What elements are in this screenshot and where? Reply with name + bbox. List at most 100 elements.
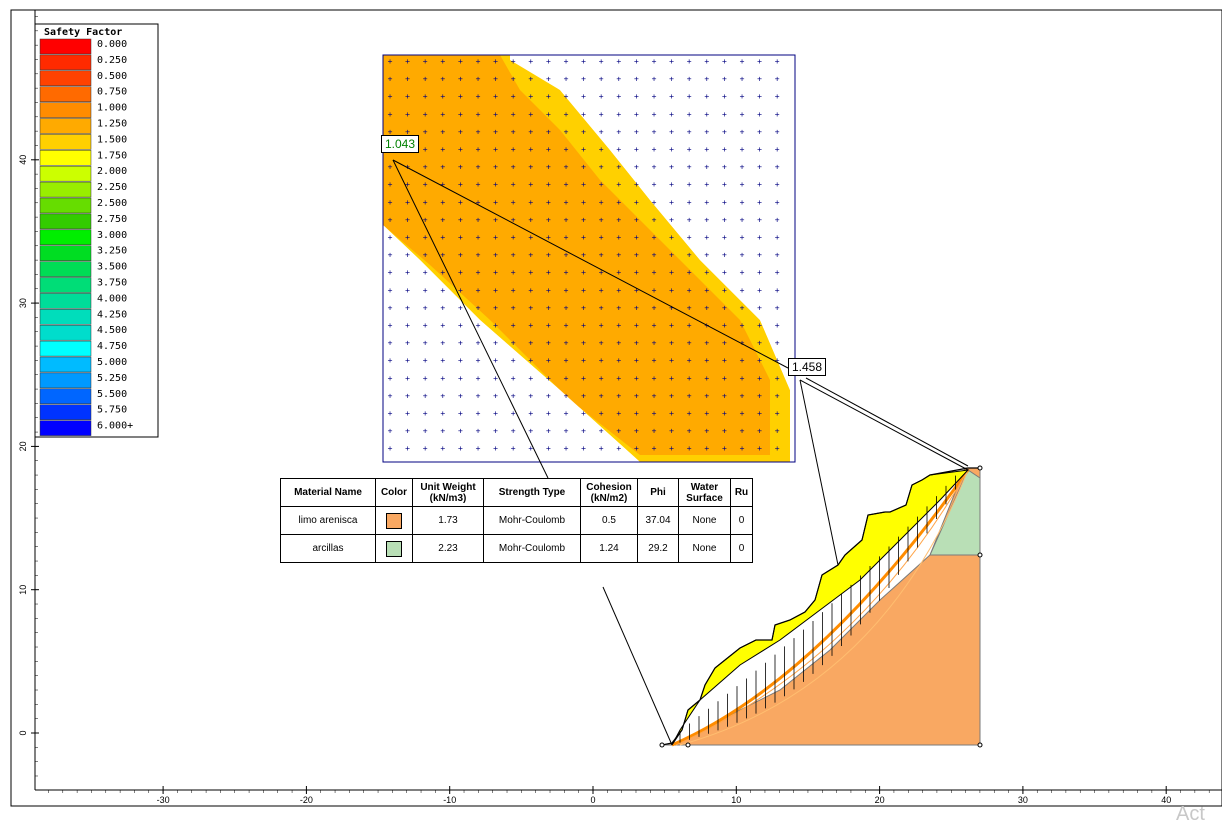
grid-point: + xyxy=(757,75,762,84)
vertex[interactable] xyxy=(977,742,983,748)
legend-swatch xyxy=(39,277,92,293)
grid-point: + xyxy=(546,356,551,365)
grid-point: + xyxy=(493,57,498,66)
grid-point: + xyxy=(493,110,498,119)
grid-point: + xyxy=(581,409,586,418)
grid-point: + xyxy=(423,180,428,189)
grid-point: + xyxy=(652,145,657,154)
grid-point: + xyxy=(775,92,780,101)
legend-swatch xyxy=(39,102,92,118)
grid-point: + xyxy=(528,409,533,418)
grid-point: + xyxy=(581,110,586,119)
grid-point: + xyxy=(458,57,463,66)
legend-label: 4.750 xyxy=(97,341,127,352)
fs-min-label[interactable]: 1.043 xyxy=(381,135,420,153)
legend-swatch xyxy=(39,150,92,166)
x-tick-label: -10 xyxy=(443,795,456,805)
cell-ru: 0 xyxy=(730,534,753,563)
grid-point: + xyxy=(388,251,393,260)
grid-point: + xyxy=(423,356,428,365)
grid-point: + xyxy=(405,215,410,224)
grid-point: + xyxy=(458,339,463,348)
leader-line-fs-min xyxy=(392,159,789,369)
legend-swatch xyxy=(39,134,92,150)
grid-point: + xyxy=(564,163,569,172)
grid-point: + xyxy=(546,268,551,277)
grid-point: + xyxy=(405,251,410,260)
grid-point: + xyxy=(440,268,445,277)
grid-point: + xyxy=(581,321,586,330)
grid-point: + xyxy=(440,391,445,400)
grid-point: + xyxy=(722,391,727,400)
grid-point: + xyxy=(704,286,709,295)
grid-point: + xyxy=(669,180,674,189)
grid-point: + xyxy=(775,145,780,154)
grid-point: + xyxy=(564,268,569,277)
cell-cohesion: 1.24 xyxy=(580,534,638,563)
vertex[interactable] xyxy=(685,742,691,748)
grid-point: + xyxy=(652,286,657,295)
grid-point: + xyxy=(423,409,428,418)
grid-point: + xyxy=(669,145,674,154)
grid-point: + xyxy=(511,180,516,189)
legend-label: 3.750 xyxy=(97,278,127,289)
table-row: limo arenisca 1.73 Mohr-Coulomb 0.5 37.0… xyxy=(280,506,753,535)
grid-point: + xyxy=(581,268,586,277)
activation-watermark: Act xyxy=(1176,803,1205,825)
grid-point: + xyxy=(546,391,551,400)
grid-point: + xyxy=(616,427,621,436)
grid-point: + xyxy=(564,391,569,400)
grid-point: + xyxy=(652,427,657,436)
grid-point: + xyxy=(634,268,639,277)
grid-point: + xyxy=(405,180,410,189)
grid-point: + xyxy=(634,409,639,418)
grid-point: + xyxy=(775,356,780,365)
grid-point: + xyxy=(775,409,780,418)
grid-point: + xyxy=(722,215,727,224)
grid-point: + xyxy=(634,374,639,383)
x-tick-label: 30 xyxy=(1018,795,1028,805)
grid-point: + xyxy=(581,374,586,383)
grid-point: + xyxy=(722,163,727,172)
grid-point: + xyxy=(722,233,727,242)
grid-point: + xyxy=(652,444,657,453)
grid-point: + xyxy=(581,57,586,66)
fs-global-label[interactable]: 1.458 xyxy=(788,358,827,376)
cell-phi: 37.04 xyxy=(637,506,679,535)
grid-point: + xyxy=(546,321,551,330)
col-phi: Phi xyxy=(637,478,679,507)
grid-point: + xyxy=(775,163,780,172)
vertex[interactable] xyxy=(977,465,983,471)
grid-point: + xyxy=(757,356,762,365)
leader-line-global xyxy=(799,379,839,566)
grid-point: + xyxy=(704,163,709,172)
legend-label: 3.000 xyxy=(97,230,127,241)
grid-point: + xyxy=(476,163,481,172)
grid-point: + xyxy=(599,268,604,277)
grid-point: + xyxy=(458,444,463,453)
grid-point: + xyxy=(775,251,780,260)
vertex[interactable] xyxy=(977,552,983,558)
grid-point: + xyxy=(528,251,533,260)
grid-point: + xyxy=(740,268,745,277)
legend-label: 2.250 xyxy=(97,182,127,193)
grid-point: + xyxy=(423,374,428,383)
grid-point: + xyxy=(581,391,586,400)
grid-point: + xyxy=(757,145,762,154)
grid-point: + xyxy=(634,198,639,207)
grid-point: + xyxy=(687,339,692,348)
grid-point: + xyxy=(704,233,709,242)
grid-point: + xyxy=(722,427,727,436)
vertex[interactable] xyxy=(659,742,665,748)
grid-point: + xyxy=(511,92,516,101)
grid-point: + xyxy=(599,215,604,224)
grid-point: + xyxy=(740,110,745,119)
grid-point: + xyxy=(388,180,393,189)
legend-label: 1.000 xyxy=(97,103,127,114)
grid-point: + xyxy=(546,92,551,101)
grid-point: + xyxy=(440,286,445,295)
slip-surface xyxy=(675,469,969,746)
legend-swatch xyxy=(39,38,92,55)
grid-point: + xyxy=(634,251,639,260)
